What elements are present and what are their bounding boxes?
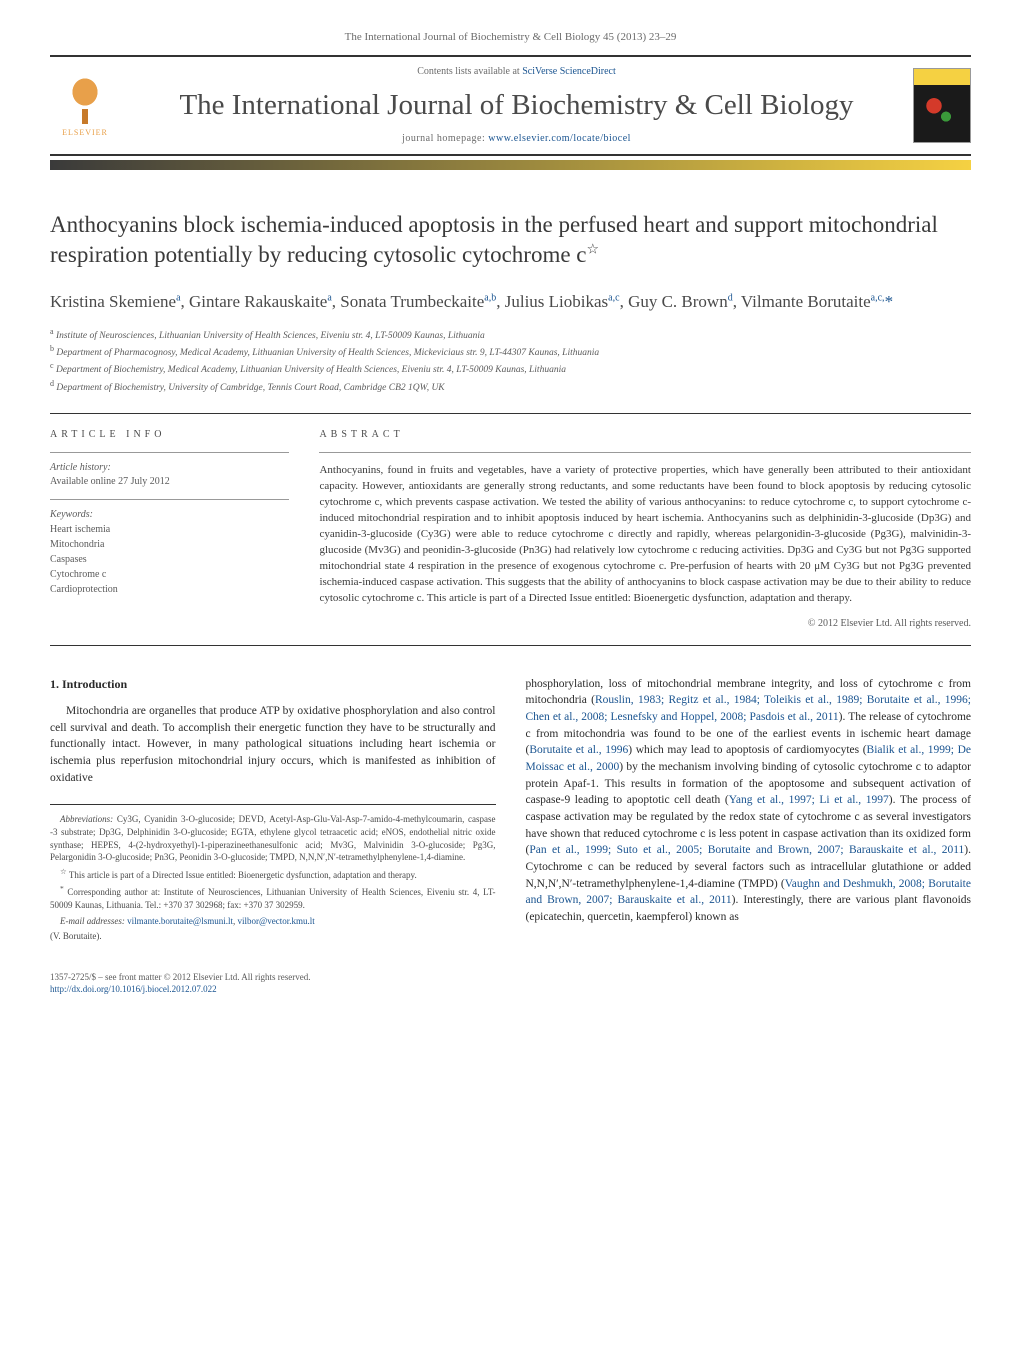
section-1-heading: 1. Introduction: [50, 676, 496, 693]
affiliation-b: b Department of Pharmacognosy, Medical A…: [50, 343, 971, 360]
email-link-1[interactable]: vilmante.borutaite@lsmuni.lt: [127, 916, 233, 926]
history-label: Article history:: [50, 461, 289, 475]
affiliation-d: d Department of Biochemistry, University…: [50, 378, 971, 395]
abstract-text: Anthocyanins, found in fruits and vegeta…: [319, 463, 971, 606]
journal-reference: The International Journal of Biochemistr…: [50, 30, 971, 45]
footer-left: 1357-2725/$ – see front matter © 2012 El…: [50, 971, 311, 996]
homepage-link[interactable]: www.elsevier.com/locate/biocel: [488, 133, 631, 144]
sciencedirect-link[interactable]: SciVerse ScienceDirect: [522, 66, 616, 77]
body-columns: 1. Introduction Mitochondria are organel…: [50, 676, 971, 946]
intro-p2: phosphorylation, loss of mitochondrial m…: [526, 676, 972, 926]
elsevier-logo: ELSEVIER: [50, 71, 120, 141]
elsevier-text: ELSEVIER: [62, 127, 108, 138]
intro-p1: Mitochondria are organelles that produce…: [50, 703, 496, 786]
title-star-icon: ☆: [587, 242, 600, 257]
journal-title: The International Journal of Biochemistr…: [120, 85, 913, 126]
header-center: Contents lists available at SciVerse Sci…: [120, 65, 913, 146]
homepage-prefix: journal homepage:: [402, 133, 488, 144]
footer-bar: 1357-2725/$ – see front matter © 2012 El…: [50, 971, 971, 996]
article-title: Anthocyanins block ischemia-induced apop…: [50, 210, 971, 270]
elsevier-tree-icon: [60, 74, 110, 119]
title-text: Anthocyanins block ischemia-induced apop…: [50, 212, 938, 267]
doi-link[interactable]: http://dx.doi.org/10.1016/j.biocel.2012.…: [50, 984, 217, 994]
footnotes: Abbreviations: Cy3G, Cyanidin 3-O-glucos…: [50, 804, 496, 942]
article-meta: ARTICLE INFO Article history: Available …: [50, 413, 971, 645]
article-info-col: ARTICLE INFO Article history: Available …: [50, 428, 289, 630]
front-matter: 1357-2725/$ – see front matter © 2012 El…: [50, 971, 311, 984]
abbreviations-note: Abbreviations: Cy3G, Cyanidin 3-O-glucos…: [50, 813, 496, 863]
affiliations: a Institute of Neurosciences, Lithuanian…: [50, 326, 971, 396]
abstract-heading: ABSTRACT: [319, 428, 971, 442]
affiliation-a: a Institute of Neurosciences, Lithuanian…: [50, 326, 971, 343]
directed-issue-note: ☆ This article is part of a Directed Iss…: [50, 867, 496, 882]
keywords-label: Keywords:: [50, 508, 289, 522]
gradient-bar: [50, 160, 971, 170]
email-note: E-mail addresses: vilmante.borutaite@lsm…: [50, 915, 496, 928]
keywords-list: Heart ischemiaMitochondriaCaspasesCytoch…: [50, 522, 289, 597]
right-column: phosphorylation, loss of mitochondrial m…: [526, 676, 972, 946]
article-info-heading: ARTICLE INFO: [50, 428, 289, 442]
email-link-2[interactable]: vilbor@vector.kmu.lt: [237, 916, 314, 926]
corresponding-author-note: * Corresponding author at: Institute of …: [50, 884, 496, 911]
affiliation-c: c Department of Biochemistry, Medical Ac…: [50, 360, 971, 377]
header-bar: ELSEVIER Contents lists available at Sci…: [50, 55, 971, 156]
copyright: © 2012 Elsevier Ltd. All rights reserved…: [319, 617, 971, 631]
history-value: Available online 27 July 2012: [50, 475, 289, 489]
authors: Kristina Skemienea, Gintare Rakauskaitea…: [50, 290, 971, 314]
contents-prefix: Contents lists available at: [417, 66, 522, 77]
contents-line: Contents lists available at SciVerse Sci…: [120, 65, 913, 79]
homepage-line: journal homepage: www.elsevier.com/locat…: [120, 132, 913, 146]
left-column: 1. Introduction Mitochondria are organel…: [50, 676, 496, 946]
abstract-col: ABSTRACT Anthocyanins, found in fruits a…: [319, 428, 971, 630]
email-author: (V. Borutaite).: [50, 930, 496, 943]
journal-cover-thumb: [913, 68, 971, 143]
